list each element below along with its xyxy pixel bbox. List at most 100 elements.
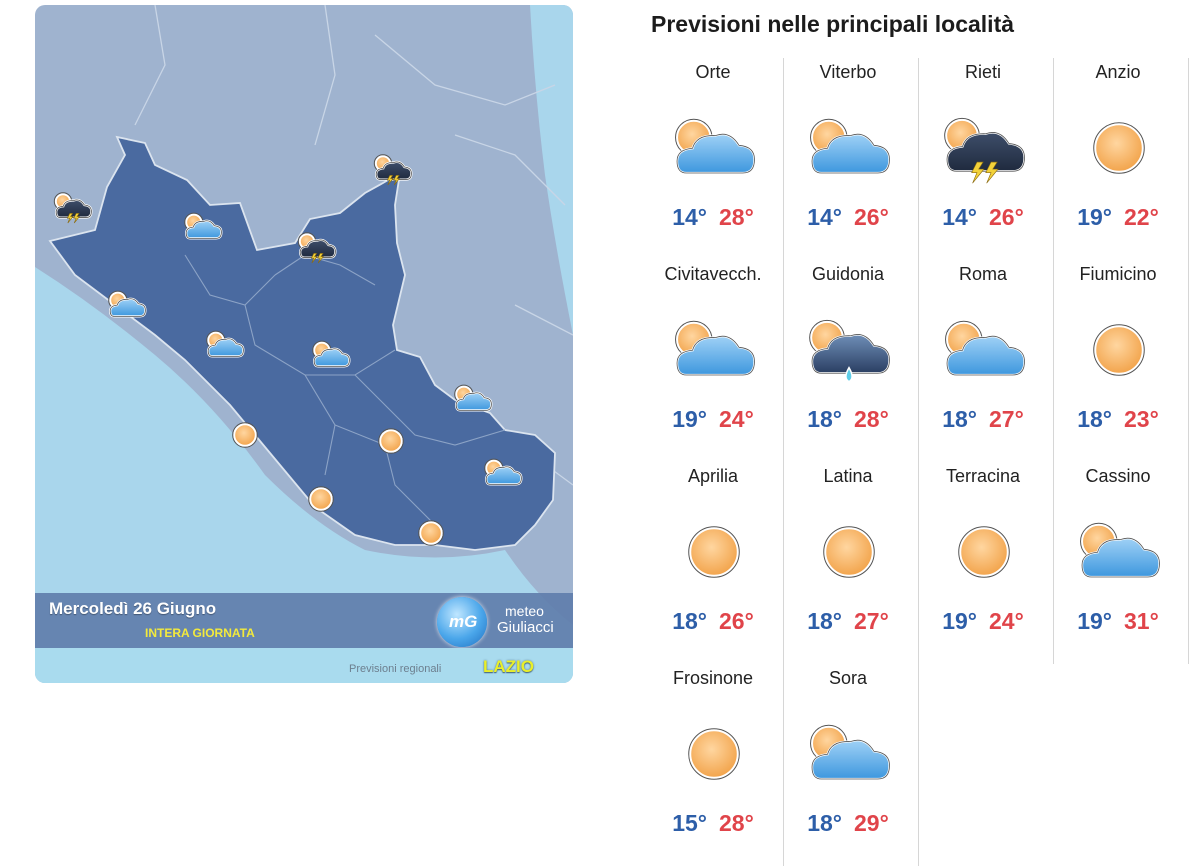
city-forecast-roma[interactable]: Roma 18° 27° (918, 260, 1054, 462)
city-name: Fiumicino (1079, 264, 1157, 284)
thunderstorm-icon (53, 187, 93, 232)
cloud-rain-icon (805, 306, 893, 399)
temperature-range: 15° 28° (648, 810, 778, 837)
thunderstorm-icon (940, 104, 1028, 197)
logo-text-giuliacci: Giuliacci (497, 619, 554, 636)
city-forecast-guidonia[interactable]: Guidonia 18° 28° (783, 260, 919, 462)
min-temperature: 15° (672, 810, 707, 836)
partly-cloudy-icon (670, 306, 758, 399)
min-temperature: 19° (1077, 608, 1112, 634)
forecast-date: Mercoledì 26 Giugno (49, 599, 217, 618)
panel-title: Previsioni nelle principali località (651, 11, 1015, 37)
city-forecast-anzio[interactable]: Anzio 19° 22° (1053, 58, 1189, 260)
max-temperature: 28° (719, 204, 754, 230)
region-prefix: Previsioni regionali (349, 663, 442, 675)
sun-icon (301, 479, 341, 524)
sun-icon (670, 710, 758, 803)
partly-cloudy-icon (805, 710, 893, 803)
city-name: Frosinone (672, 668, 754, 688)
logo-mark: mG (449, 612, 478, 631)
partly-cloudy-icon (1075, 508, 1163, 601)
city-forecast-cassino[interactable]: Cassino 19° 31° (1053, 462, 1189, 664)
logo-text-meteo: meteo (505, 603, 544, 619)
city-name: Aprilia (687, 466, 739, 486)
temperature-range: 14° 28° (648, 204, 778, 231)
partly-cloudy-icon (183, 207, 223, 252)
temperature-range: 18° 28° (783, 406, 913, 433)
partly-cloudy-icon (453, 379, 493, 424)
city-name: Cassino (1085, 466, 1151, 486)
thunderstorm-icon (297, 227, 337, 272)
max-temperature: 26° (989, 204, 1024, 230)
city-name: Roma (958, 264, 1007, 284)
city-name: Viterbo (819, 62, 877, 82)
max-temperature: 27° (989, 406, 1024, 432)
map-footer: Mercoledì 26 Giugno INTERA GIORNATA mG m… (35, 593, 573, 683)
partly-cloudy-icon (805, 104, 893, 197)
partly-cloudy-icon (311, 335, 351, 380)
min-temperature: 19° (672, 406, 707, 432)
lazio-map-svg (35, 5, 573, 683)
temperature-range: 18° 23° (1053, 406, 1183, 433)
temperature-range: 19° 31° (1053, 608, 1183, 635)
min-temperature: 18° (807, 406, 842, 432)
max-temperature: 24° (989, 608, 1024, 634)
city-forecast-frosinone[interactable]: Frosinone 15° 28° (648, 664, 784, 866)
city-forecast-aprilia[interactable]: Aprilia 18° 26° (648, 462, 784, 664)
city-forecast-latina[interactable]: Latina 18° 27° (783, 462, 919, 664)
region-bar: Previsioni regionali LAZIO (35, 648, 573, 683)
regional-map: Mercoledì 26 Giugno INTERA GIORNATA mG m… (35, 5, 573, 683)
city-name: Terracina (945, 466, 1021, 486)
temperature-range: 19° 24° (648, 406, 778, 433)
max-temperature: 24° (719, 406, 754, 432)
city-forecast-sora[interactable]: Sora 18° 29° (783, 664, 919, 866)
min-temperature: 18° (942, 406, 977, 432)
min-temperature: 14° (942, 204, 977, 230)
min-temperature: 18° (1077, 406, 1112, 432)
min-temperature: 18° (672, 608, 707, 634)
max-temperature: 31° (1124, 608, 1159, 634)
city-name: Guidonia (811, 264, 885, 284)
city-forecast-viterbo[interactable]: Viterbo 14° 26° (783, 58, 919, 260)
city-forecast-orte[interactable]: Orte 14° 28° (648, 58, 784, 260)
temperature-range: 19° 22° (1053, 204, 1183, 231)
temperature-range: 18° 26° (648, 608, 778, 635)
city-forecast-civitavecch[interactable]: Civitavecch. 19° 24° (648, 260, 784, 462)
city-forecast-fiumicino[interactable]: Fiumicino 18° 23° (1053, 260, 1189, 462)
max-temperature: 26° (854, 204, 889, 230)
max-temperature: 22° (1124, 204, 1159, 230)
temperature-range: 19° 24° (918, 608, 1048, 635)
min-temperature: 18° (807, 608, 842, 634)
date-bar: Mercoledì 26 Giugno INTERA GIORNATA mG m… (35, 593, 573, 648)
partly-cloudy-icon (107, 285, 147, 330)
min-temperature: 19° (942, 608, 977, 634)
city-forecast-rieti[interactable]: Rieti 14° 26° (918, 58, 1054, 260)
sun-icon (371, 421, 411, 466)
temperature-range: 18° 27° (783, 608, 913, 635)
sun-icon (1075, 104, 1163, 197)
partly-cloudy-icon (483, 453, 523, 498)
sun-icon (1075, 306, 1163, 399)
temperature-range: 18° 29° (783, 810, 913, 837)
min-temperature: 18° (807, 810, 842, 836)
temperature-range: 14° 26° (918, 204, 1048, 231)
sun-icon (411, 513, 451, 558)
partly-cloudy-icon (670, 104, 758, 197)
city-forecast-terracina[interactable]: Terracina 19° 24° (918, 462, 1054, 664)
thunderstorm-icon (373, 149, 413, 194)
region-name: LAZIO (483, 657, 534, 676)
max-temperature: 28° (719, 810, 754, 836)
max-temperature: 26° (719, 608, 754, 634)
partly-cloudy-icon (940, 306, 1028, 399)
min-temperature: 14° (807, 204, 842, 230)
city-name: Anzio (1095, 62, 1141, 82)
min-temperature: 19° (1077, 204, 1112, 230)
city-name: Orte (695, 62, 731, 82)
temperature-range: 14° 26° (783, 204, 913, 231)
city-name: Latina (823, 466, 873, 486)
meteo-giuliacci-logo-icon (437, 597, 487, 647)
city-name: Civitavecch. (664, 264, 762, 284)
partly-cloudy-icon (205, 325, 245, 370)
sun-icon (225, 415, 265, 460)
sun-icon (940, 508, 1028, 601)
